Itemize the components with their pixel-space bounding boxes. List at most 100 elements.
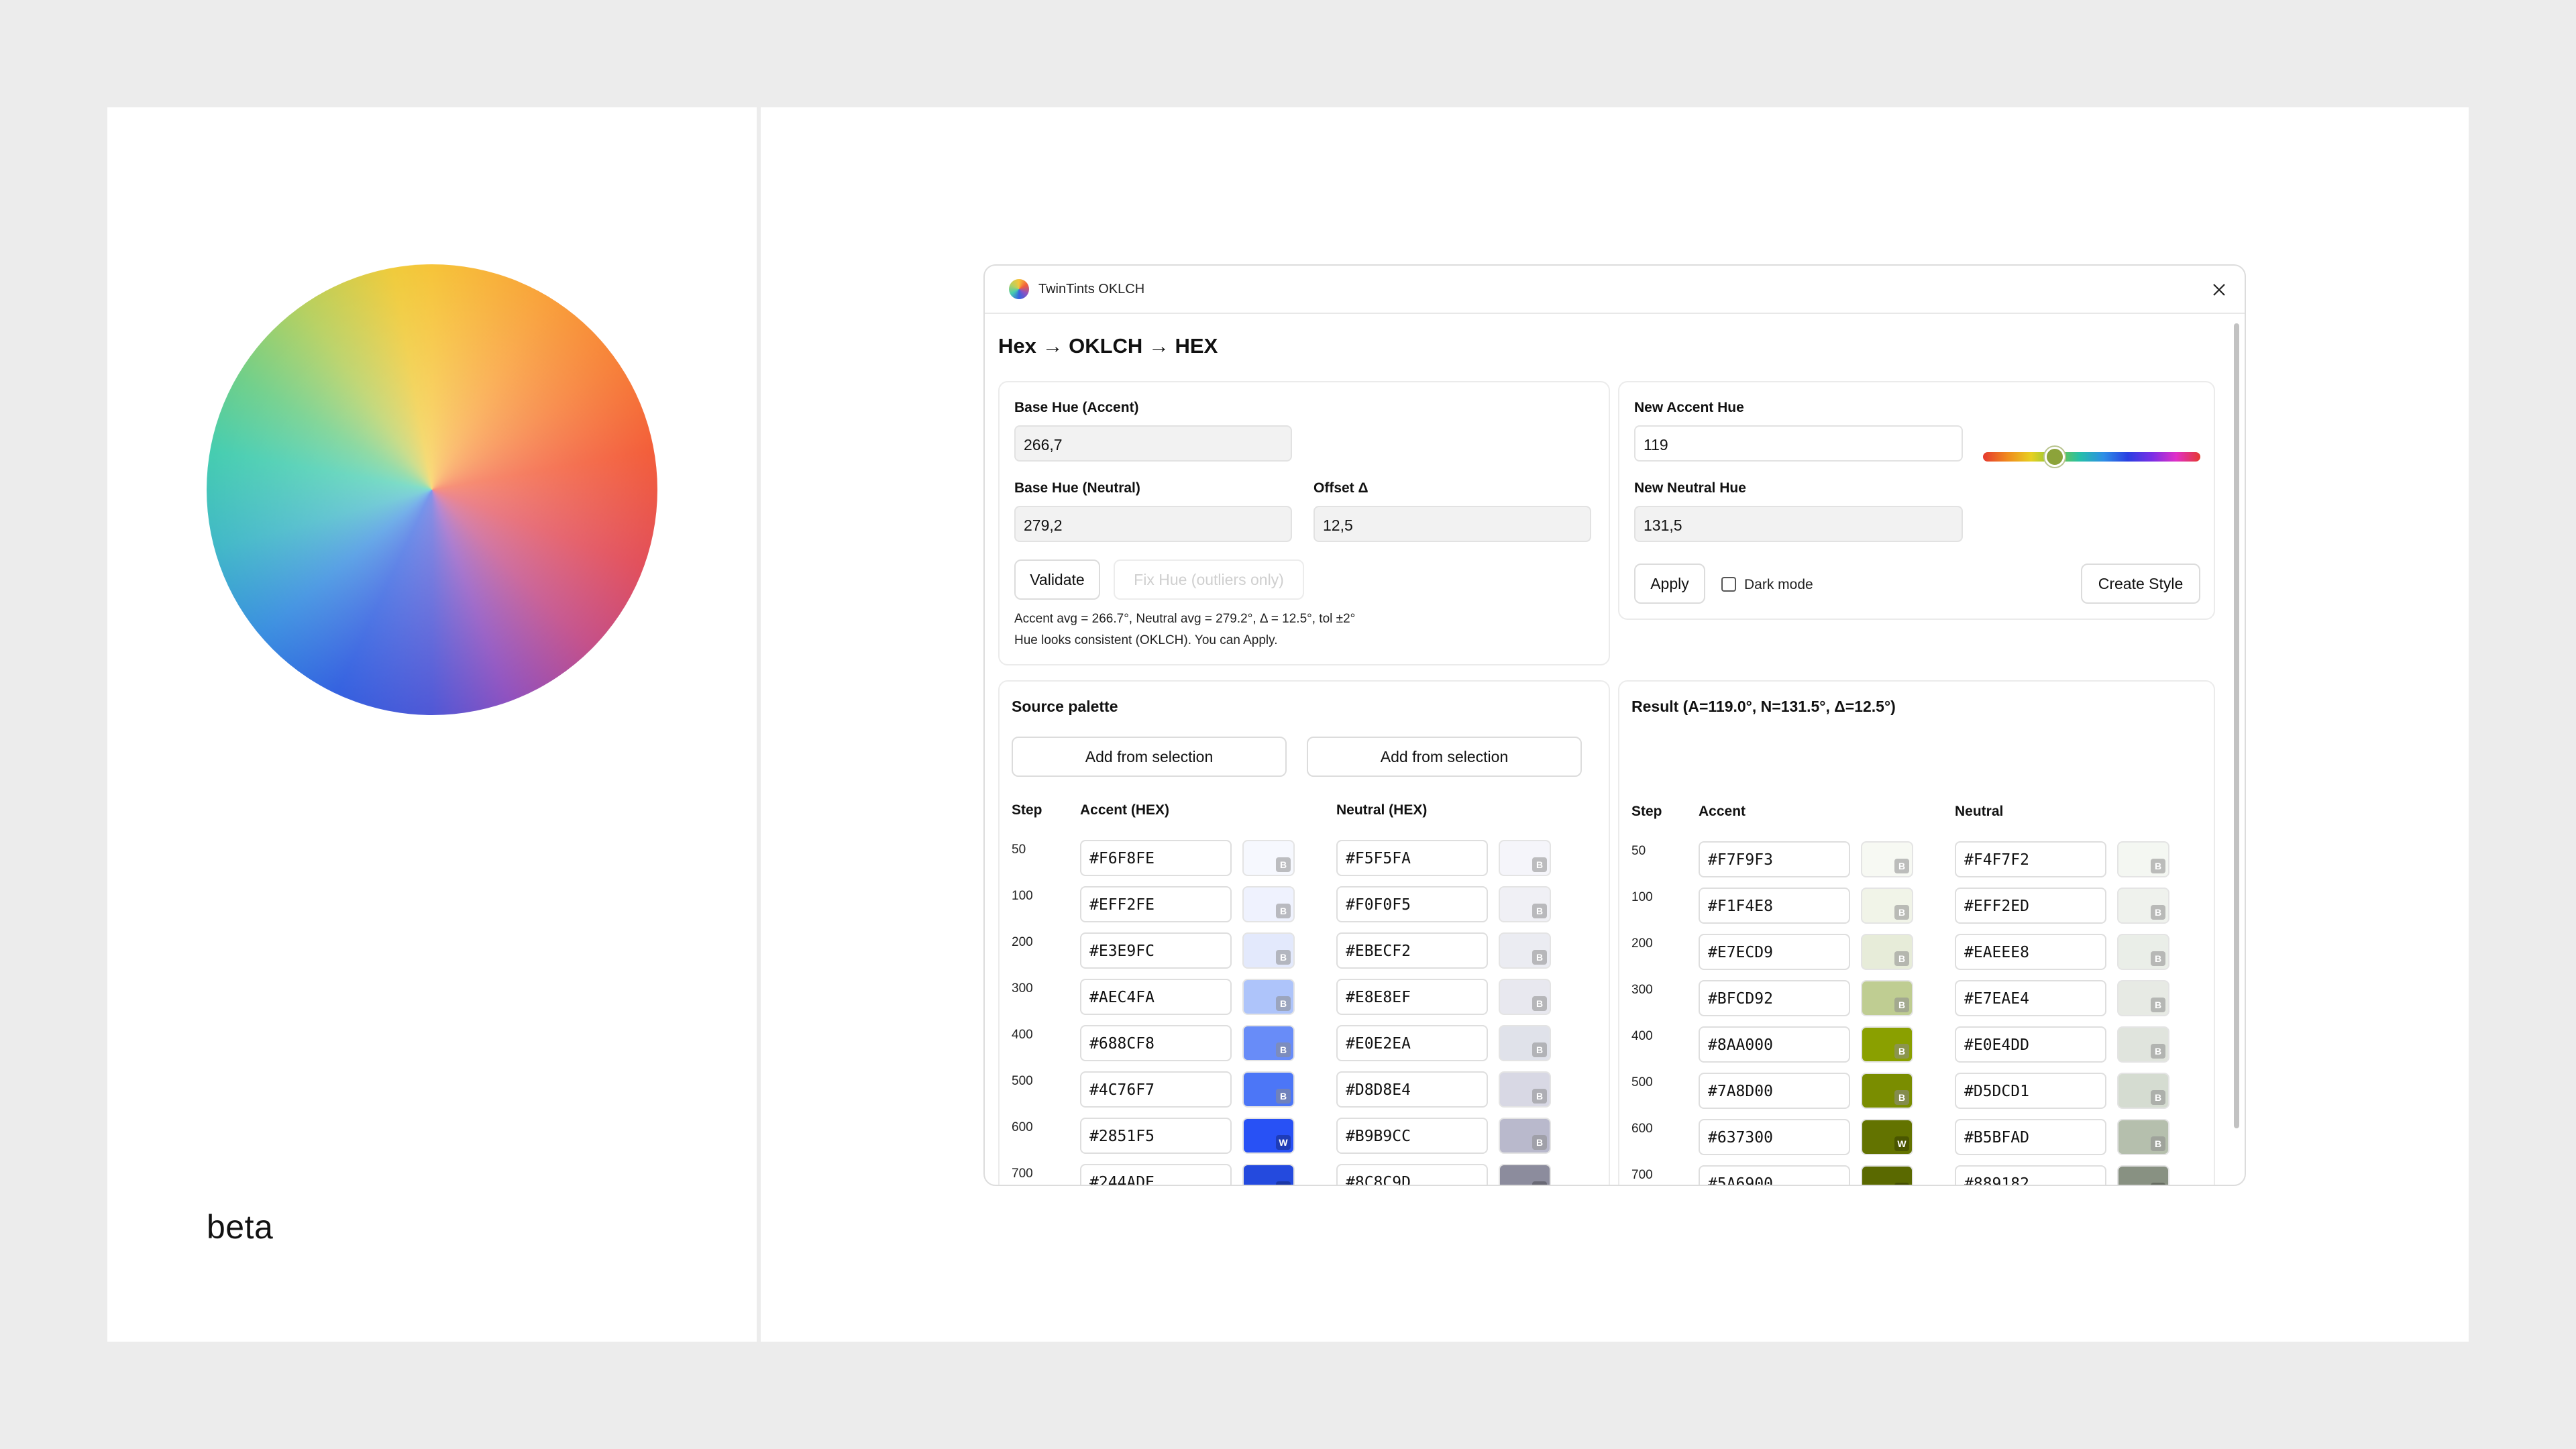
source-neutral-hex-input[interactable]: #E0E2EA	[1336, 1025, 1488, 1061]
new-accent-label: New Accent Hue	[1634, 400, 1744, 415]
source-accent-hex-input[interactable]: #EFF2FE	[1080, 886, 1232, 922]
add-accent-from-selection-button[interactable]: Add from selection	[1012, 737, 1287, 777]
apply-button[interactable]: Apply	[1634, 564, 1705, 604]
result-accent-swatch[interactable]: W	[1861, 1165, 1913, 1185]
source-accent-hex-input[interactable]: #2851F5	[1080, 1118, 1232, 1154]
source-accent-swatch[interactable]: B	[1242, 1025, 1295, 1061]
result-accent-hex-input[interactable]: #7A8D00	[1699, 1073, 1850, 1109]
new-neutral-label: New Neutral Hue	[1634, 480, 1746, 496]
result-accent-swatch[interactable]: B	[1861, 934, 1913, 970]
result-accent-hex-input[interactable]: #8AA000	[1699, 1026, 1850, 1063]
result-neutral-hex-input[interactable]: #F4F7F2	[1955, 841, 2106, 877]
source-accent-swatch[interactable]: B	[1242, 979, 1295, 1015]
result-accent-swatch[interactable]: B	[1861, 1073, 1913, 1109]
result-accent-swatch[interactable]: W	[1861, 1119, 1913, 1155]
scrollbar-thumb[interactable]	[2234, 323, 2239, 1128]
offset-input[interactable]: 12,5	[1313, 506, 1591, 542]
source-neutral-hex-input[interactable]: #F5F5FA	[1336, 840, 1488, 876]
result-neutral-hex-input[interactable]: #B5BFAD	[1955, 1119, 2106, 1155]
result-accent-hex-input[interactable]: #F1F4E8	[1699, 888, 1850, 924]
result-neutral-hex-input[interactable]: #889182	[1955, 1165, 2106, 1185]
new-accent-input[interactable]: 119	[1634, 425, 1963, 462]
source-accent-swatch[interactable]: W	[1242, 1164, 1295, 1185]
result-neutral-swatch[interactable]: B	[2117, 1119, 2169, 1155]
result-neutral-hex-input[interactable]: #D5DCD1	[1955, 1073, 2106, 1109]
source-neutral-swatch[interactable]: B	[1499, 886, 1551, 922]
source-neutral-swatch[interactable]: B	[1499, 840, 1551, 876]
source-accent-hex-input[interactable]: #688CF8	[1080, 1025, 1232, 1061]
hue-slider-handle[interactable]	[2045, 447, 2065, 467]
new-neutral-input[interactable]: 131,5	[1634, 506, 1963, 542]
result-accent-hex-input[interactable]: #5A6900	[1699, 1165, 1850, 1185]
hue-slider-track[interactable]	[1983, 452, 2200, 462]
result-neutral-hex-input[interactable]: #E0E4DD	[1955, 1026, 2106, 1063]
source-accent-hex-input[interactable]: #244ADE	[1080, 1164, 1232, 1185]
contrast-badge: B	[1894, 951, 1909, 966]
source-neutral-swatch[interactable]: B	[1499, 932, 1551, 969]
source-neutral-swatch[interactable]: B	[1499, 1071, 1551, 1108]
contrast-badge: W	[1276, 1181, 1291, 1185]
contrast-badge: B	[1276, 996, 1291, 1011]
close-button[interactable]	[2206, 276, 2233, 303]
create-style-button[interactable]: Create Style	[2081, 564, 2200, 604]
source-accent-swatch[interactable]: B	[1242, 886, 1295, 922]
source-step-label: 300	[1012, 981, 1033, 996]
base-neutral-label: Base Hue (Neutral)	[1014, 480, 1140, 496]
contrast-badge: B	[1894, 905, 1909, 920]
result-accent-swatch[interactable]: B	[1861, 980, 1913, 1016]
result-neutral-swatch[interactable]: B	[2117, 934, 2169, 970]
result-accent-hex-input[interactable]: #F7F9F3	[1699, 841, 1850, 877]
base-accent-input[interactable]: 266,7	[1014, 425, 1292, 462]
validate-button[interactable]: Validate	[1014, 559, 1100, 600]
source-neutral-hex-input[interactable]: #EBECF2	[1336, 932, 1488, 969]
source-neutral-hex-input[interactable]: #D8D8E4	[1336, 1071, 1488, 1108]
contrast-badge: B	[1532, 904, 1547, 918]
result-neutral-swatch[interactable]: B	[2117, 888, 2169, 924]
contrast-badge: W	[2151, 1183, 2165, 1185]
source-accent-hex-input[interactable]: #F6F8FE	[1080, 840, 1232, 876]
result-accent-hex-input[interactable]: #E7ECD9	[1699, 934, 1850, 970]
result-neutral-swatch[interactable]: B	[2117, 1073, 2169, 1109]
result-accent-swatch[interactable]: B	[1861, 841, 1913, 877]
result-neutral-hex-input[interactable]: #EAEEE8	[1955, 934, 2106, 970]
source-accent-hex-input[interactable]: #4C76F7	[1080, 1071, 1232, 1108]
source-neutral-swatch[interactable]: B	[1499, 979, 1551, 1015]
source-neutral-hex-input[interactable]: #B9B9CC	[1336, 1118, 1488, 1154]
source-neutral-hex-input[interactable]: #8C8C9D	[1336, 1164, 1488, 1185]
result-accent-hex-input[interactable]: #BFCD92	[1699, 980, 1850, 1016]
app-logo-icon	[1009, 279, 1029, 299]
result-accent-hex-input[interactable]: #637300	[1699, 1119, 1850, 1155]
source-neutral-hex-input[interactable]: #E8E8EF	[1336, 979, 1488, 1015]
contrast-badge: B	[1532, 1089, 1547, 1104]
dark-mode-checkbox[interactable]	[1721, 577, 1736, 592]
contrast-badge: B	[2151, 951, 2165, 966]
source-accent-hex-input[interactable]: #E3E9FC	[1080, 932, 1232, 969]
validation-summary: Accent avg = 266.7°, Neutral avg = 279.2…	[1014, 612, 1356, 626]
base-neutral-input[interactable]: 279,2	[1014, 506, 1292, 542]
result-accent-swatch[interactable]: B	[1861, 1026, 1913, 1063]
fix-hue-button[interactable]: Fix Hue (outliers only)	[1114, 559, 1304, 600]
plugin-content: Hex → OKLCH → HEX Base Hue (Accent) 266,…	[985, 314, 2226, 1185]
dark-mode-label: Dark mode	[1744, 577, 1813, 592]
result-neutral-swatch[interactable]: B	[2117, 841, 2169, 877]
result-neutral-hex-input[interactable]: #EFF2ED	[1955, 888, 2106, 924]
source-accent-swatch[interactable]: W	[1242, 1118, 1295, 1154]
contrast-badge: W	[1894, 1183, 1909, 1185]
add-neutral-from-selection-button[interactable]: Add from selection	[1307, 737, 1582, 777]
source-neutral-swatch[interactable]: W	[1499, 1164, 1551, 1185]
source-accent-swatch[interactable]: B	[1242, 840, 1295, 876]
result-neutral-swatch[interactable]: B	[2117, 1026, 2169, 1063]
result-neutral-swatch[interactable]: B	[2117, 980, 2169, 1016]
source-step-label: 100	[1012, 889, 1033, 903]
source-neutral-swatch[interactable]: B	[1499, 1025, 1551, 1061]
result-step-label: 400	[1631, 1029, 1653, 1043]
source-accent-hex-input[interactable]: #AEC4FA	[1080, 979, 1232, 1015]
source-accent-swatch[interactable]: B	[1242, 1071, 1295, 1108]
result-neutral-hex-input[interactable]: #E7EAE4	[1955, 980, 2106, 1016]
source-neutral-hex-input[interactable]: #F0F0F5	[1336, 886, 1488, 922]
result-neutral-swatch[interactable]: W	[2117, 1165, 2169, 1185]
source-col-step: Step	[1012, 802, 1042, 818]
source-accent-swatch[interactable]: B	[1242, 932, 1295, 969]
source-neutral-swatch[interactable]: B	[1499, 1118, 1551, 1154]
result-accent-swatch[interactable]: B	[1861, 888, 1913, 924]
